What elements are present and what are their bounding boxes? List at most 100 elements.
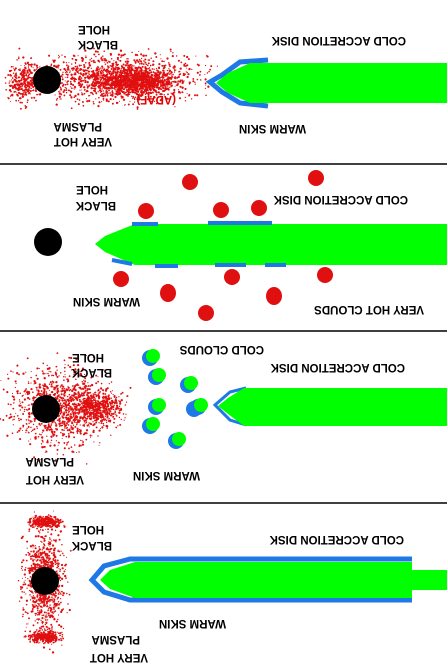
plasma-speck (73, 80, 76, 83)
plasma-speck (64, 409, 68, 412)
plasma-speck (31, 430, 33, 433)
plasma-speck (131, 90, 134, 93)
plasma-speck (62, 594, 64, 597)
plasma-speck (73, 373, 76, 376)
plasma-speck (106, 93, 109, 95)
plasma-speck (53, 64, 56, 68)
plasma-speck (72, 69, 74, 72)
hot-cloud (317, 267, 333, 283)
plasma-speck (116, 71, 118, 73)
plasma-speck (27, 623, 29, 625)
plasma-speck (115, 413, 117, 415)
plasma-speck (55, 424, 58, 427)
plasma-speck (210, 65, 213, 68)
plasma-speck (41, 436, 44, 439)
plasma-speck (32, 396, 36, 399)
plasma-speck (67, 386, 70, 389)
plasma-speck (209, 68, 212, 71)
plasma-speck (105, 70, 108, 73)
plasma-speck (15, 412, 17, 414)
plasma-speck (33, 456, 36, 459)
plasma-speck (88, 402, 91, 404)
plasma-speck (51, 424, 53, 426)
plasma-speck (28, 422, 30, 424)
plasma-speck (48, 548, 50, 551)
plasma-speck (108, 60, 111, 63)
plasma-speck (104, 63, 107, 66)
plasma-speck (55, 440, 58, 442)
plasma-speck (96, 50, 99, 53)
plasma-speck (132, 86, 134, 88)
plasma-speck (85, 385, 88, 388)
plasma-speck (19, 402, 21, 404)
label-very-hot: VERY HOT (26, 473, 84, 485)
plasma-speck (18, 373, 20, 376)
plasma-speck (109, 52, 112, 56)
plasma-speck (40, 390, 43, 392)
plasma-speck (66, 426, 68, 429)
plasma-speck (50, 442, 52, 444)
plasma-speck (92, 102, 95, 105)
plasma-speck (39, 93, 42, 96)
plasma-speck (139, 60, 143, 63)
plasma-speck (28, 89, 30, 91)
plasma-speck (150, 100, 153, 103)
plasma-speck (114, 399, 117, 402)
plasma-speck (67, 441, 70, 443)
plasma-speck (84, 88, 86, 91)
plasma-speck (68, 419, 71, 422)
plasma-speck (73, 396, 75, 398)
plasma-speck (78, 386, 82, 389)
plasma-speck (138, 58, 141, 61)
plasma-speck (118, 405, 121, 407)
plasma-speck (126, 62, 129, 65)
plasma-speck (25, 593, 27, 595)
plasma-speck (99, 87, 102, 90)
plasma-speck (30, 564, 33, 567)
plasma-speck (21, 95, 25, 98)
plasma-speck (76, 451, 78, 453)
plasma-speck (144, 93, 147, 96)
plasma-speck (109, 73, 112, 75)
plasma-speck (67, 424, 70, 426)
plasma-speck (9, 413, 12, 416)
plasma-speck (57, 394, 60, 397)
plasma-speck (119, 79, 122, 81)
plasma-speck (32, 89, 35, 92)
plasma-speck (138, 77, 142, 80)
plasma-speck (96, 81, 99, 83)
plasma-speck (68, 397, 71, 399)
plasma-speck (59, 568, 61, 571)
plasma-speck (137, 91, 140, 93)
plasma-speck (10, 79, 13, 81)
plasma-speck (142, 63, 145, 65)
plasma-speck (55, 539, 57, 541)
plasma-speck (196, 78, 199, 81)
plasma-speck (76, 98, 79, 100)
plasma-speck (20, 567, 23, 570)
plasma-speck (55, 65, 58, 68)
plasma-speck (117, 88, 120, 91)
plasma-speck (75, 418, 78, 421)
plasma-speck (100, 382, 103, 385)
plasma-speck (117, 53, 121, 56)
plasma-speck (18, 399, 21, 401)
plasma-speck (61, 76, 64, 78)
plasma-speck (70, 82, 73, 86)
plasma-speck (134, 81, 137, 84)
plasma-speck (76, 421, 79, 424)
plasma-speck (30, 382, 32, 384)
plasma-speck (106, 65, 109, 67)
plasma-speck (168, 63, 171, 66)
plasma-speck (92, 413, 94, 415)
plasma-speck (91, 435, 93, 437)
label-hole: HOLE (78, 23, 110, 35)
plasma-speck (79, 420, 81, 422)
plasma-speck (124, 404, 127, 406)
plasma-speck (137, 99, 140, 101)
plasma-speck (40, 459, 42, 461)
plasma-speck (57, 596, 60, 599)
plasma-speck (147, 48, 150, 50)
label-black: BLACK (77, 38, 118, 50)
plasma-speck (73, 444, 76, 446)
